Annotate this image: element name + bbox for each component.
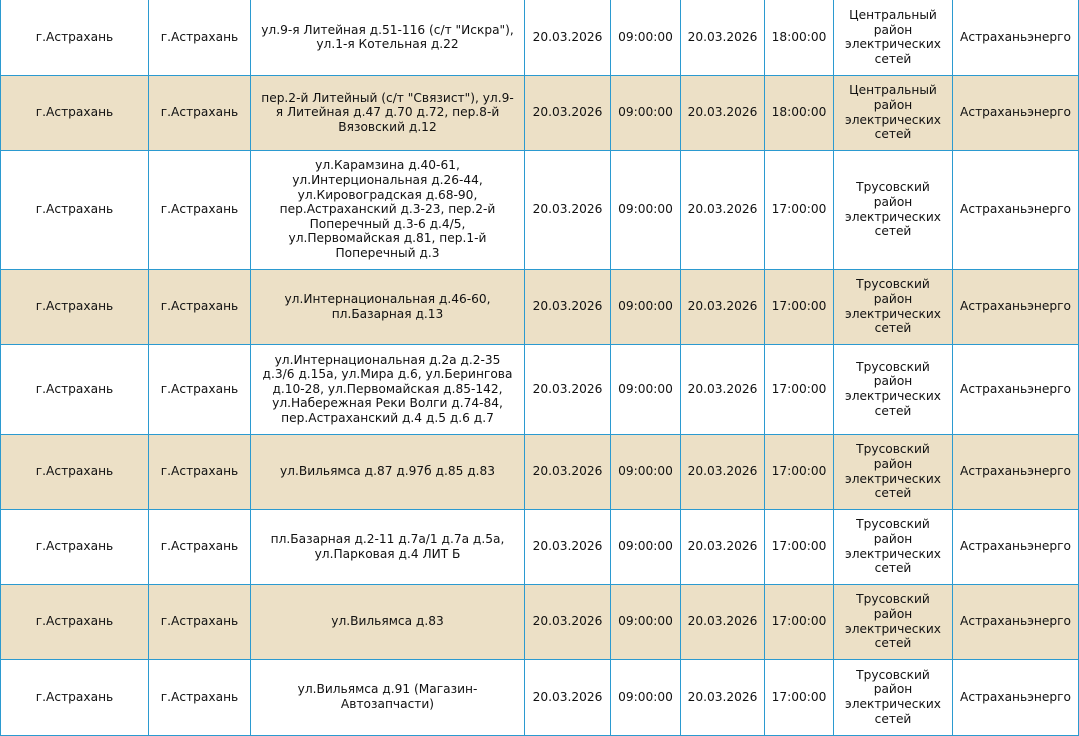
table-row: г.Астрахань г.Астрахань ул.Вильямса д.83 20… <box>0 583 1079 660</box>
network-district-cell: Трусовский район электрических сетей <box>833 508 953 585</box>
start-time-cell: 09:00:00 <box>610 268 681 345</box>
start-date-cell: 20.03.2026 <box>524 658 611 736</box>
address-cell: ул.Вильямса д.87 д.97б д.85 д.83 <box>250 433 525 510</box>
network-district-cell: Центральный район электрических сетей <box>833 0 953 76</box>
address-cell: ул.9-я Литейная д.51-116 (с/т "Искра"), … <box>250 0 525 76</box>
city-cell: г.Астрахань <box>148 508 251 585</box>
start-time-cell: 09:00:00 <box>610 0 681 76</box>
network-district-cell: Трусовский район электрических сетей <box>833 658 953 736</box>
district-cell: г.Астрахань <box>0 433 149 510</box>
organization-cell: Астраханьэнерго <box>952 508 1079 585</box>
end-time-cell: 17:00:00 <box>764 268 834 345</box>
table-row: г.Астрахань г.Астрахань ул.Интернациональн… <box>0 268 1079 345</box>
end-time-cell: 18:00:00 <box>764 0 834 76</box>
district-cell: г.Астрахань <box>0 343 149 435</box>
network-district-cell: Трусовский район электрических сетей <box>833 343 953 435</box>
organization-cell: Астраханьэнерго <box>952 74 1079 151</box>
end-date-cell: 20.03.2026 <box>680 268 765 345</box>
start-time-cell: 09:00:00 <box>610 343 681 435</box>
network-district-cell: Трусовский район электрических сетей <box>833 268 953 345</box>
end-time-cell: 17:00:00 <box>764 583 834 660</box>
start-time-cell: 09:00:00 <box>610 74 681 151</box>
address-cell: ул.Интернациональная д.2а д.2-35 д.3/6 д… <box>250 343 525 435</box>
table-row: г.Астрахань г.Астрахань ул.Интернациональн… <box>0 343 1079 435</box>
city-cell: г.Астрахань <box>148 0 251 76</box>
city-cell: г.Астрахань <box>148 658 251 736</box>
organization-cell: Астраханьэнерго <box>952 268 1079 345</box>
city-cell: г.Астрахань <box>148 268 251 345</box>
end-time-cell: 17:00:00 <box>764 508 834 585</box>
end-time-cell: 17:00:00 <box>764 149 834 270</box>
district-cell: г.Астрахань <box>0 74 149 151</box>
address-cell: ул.Вильямса д.83 <box>250 583 525 660</box>
city-cell: г.Астрахань <box>148 149 251 270</box>
address-cell: пл.Базарная д.2-11 д.7а/1 д.7а д.5а, ул.… <box>250 508 525 585</box>
end-time-cell: 18:00:00 <box>764 74 834 151</box>
network-district-cell: Трусовский район электрических сетей <box>833 149 953 270</box>
start-date-cell: 20.03.2026 <box>524 0 611 76</box>
end-time-cell: 17:00:00 <box>764 658 834 736</box>
table-row: г.Астрахань г.Астрахань ул.Вильямса д.91 (… <box>0 658 1079 736</box>
start-date-cell: 20.03.2026 <box>524 583 611 660</box>
end-date-cell: 20.03.2026 <box>680 433 765 510</box>
end-date-cell: 20.03.2026 <box>680 658 765 736</box>
end-date-cell: 20.03.2026 <box>680 343 765 435</box>
district-cell: г.Астрахань <box>0 508 149 585</box>
organization-cell: Астраханьэнерго <box>952 433 1079 510</box>
end-time-cell: 17:00:00 <box>764 433 834 510</box>
district-cell: г.Астрахань <box>0 658 149 736</box>
start-time-cell: 09:00:00 <box>610 583 681 660</box>
start-date-cell: 20.03.2026 <box>524 74 611 151</box>
network-district-cell: Трусовский район электрических сетей <box>833 433 953 510</box>
end-date-cell: 20.03.2026 <box>680 0 765 76</box>
organization-cell: Астраханьэнерго <box>952 149 1079 270</box>
organization-cell: Астраханьэнерго <box>952 658 1079 736</box>
organization-cell: Астраханьэнерго <box>952 0 1079 76</box>
city-cell: г.Астрахань <box>148 433 251 510</box>
district-cell: г.Астрахань <box>0 0 149 76</box>
city-cell: г.Астрахань <box>148 74 251 151</box>
table-row: г.Астрахань г.Астрахань ул.9-я Литейная д.… <box>0 0 1079 76</box>
network-district-cell: Трусовский район электрических сетей <box>833 583 953 660</box>
city-cell: г.Астрахань <box>148 583 251 660</box>
end-date-cell: 20.03.2026 <box>680 508 765 585</box>
start-time-cell: 09:00:00 <box>610 149 681 270</box>
address-cell: ул.Карамзина д.40-61, ул.Интерциональная… <box>250 149 525 270</box>
address-cell: ул.Вильямса д.91 (Магазин- Автозапчасти) <box>250 658 525 736</box>
start-date-cell: 20.03.2026 <box>524 343 611 435</box>
end-date-cell: 20.03.2026 <box>680 149 765 270</box>
district-cell: г.Астрахань <box>0 149 149 270</box>
start-date-cell: 20.03.2026 <box>524 268 611 345</box>
network-district-cell: Центральный район электрических сетей <box>833 74 953 151</box>
district-cell: г.Астрахань <box>0 583 149 660</box>
start-date-cell: 20.03.2026 <box>524 508 611 585</box>
table-row: г.Астрахань г.Астрахань ул.Карамзина д.40-… <box>0 149 1079 270</box>
address-cell: пер.2-й Литейный (с/т "Связист"), ул.9- … <box>250 74 525 151</box>
address-cell: ул.Интернациональная д.46-60, пл.Базарна… <box>250 268 525 345</box>
start-date-cell: 20.03.2026 <box>524 149 611 270</box>
organization-cell: Астраханьэнерго <box>952 583 1079 660</box>
district-cell: г.Астрахань <box>0 268 149 345</box>
end-date-cell: 20.03.2026 <box>680 74 765 151</box>
city-cell: г.Астрахань <box>148 343 251 435</box>
table-row: г.Астрахань г.Астрахань ул.Вильямса д.87 д… <box>0 433 1079 510</box>
start-time-cell: 09:00:00 <box>610 658 681 736</box>
table-row: г.Астрахань г.Астрахань пл.Базарная д.2-11… <box>0 508 1079 585</box>
organization-cell: Астраханьэнерго <box>952 343 1079 435</box>
start-time-cell: 09:00:00 <box>610 508 681 585</box>
table-row: г.Астрахань г.Астрахань пер.2-й Литейный (… <box>0 74 1079 151</box>
start-time-cell: 09:00:00 <box>610 433 681 510</box>
end-date-cell: 20.03.2026 <box>680 583 765 660</box>
start-date-cell: 20.03.2026 <box>524 433 611 510</box>
end-time-cell: 17:00:00 <box>764 343 834 435</box>
